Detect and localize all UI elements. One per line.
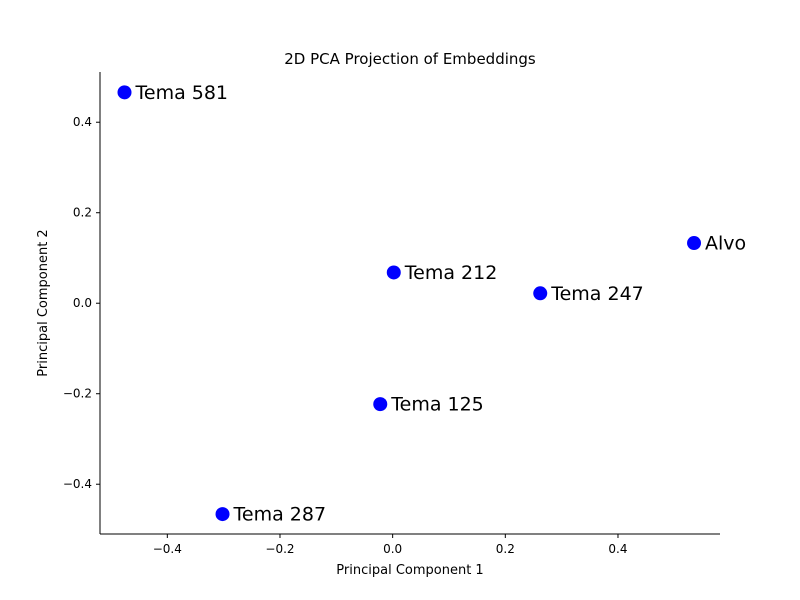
y-tick-label: −0.2 — [63, 387, 92, 401]
y-tick-label: −0.4 — [63, 477, 92, 491]
data-point-label: Tema 287 — [233, 504, 327, 526]
y-tick-label: 0.0 — [73, 296, 92, 310]
data-point-label: Tema 247 — [550, 283, 644, 305]
x-axis-ticks: −0.4 −0.2 0.0 0.2 0.4 — [153, 534, 628, 556]
x-tick-label: 0.4 — [608, 542, 627, 556]
y-tick-label: 0.4 — [73, 115, 92, 129]
y-axis-ticks: −0.4 −0.2 0.0 0.2 0.4 — [63, 115, 100, 491]
data-point-label: Alvo — [705, 233, 746, 255]
x-axis-label: Principal Component 1 — [336, 563, 483, 578]
data-point — [386, 265, 401, 280]
x-tick-label: −0.2 — [265, 542, 294, 556]
x-tick-label: 0.2 — [496, 542, 515, 556]
x-tick-label: −0.4 — [153, 542, 182, 556]
data-point — [117, 85, 132, 100]
chart-title: 2D PCA Projection of Embeddings — [284, 50, 536, 68]
plot-area: Tema 581 Alvo Tema 212 Tema 247 Tema 125 Tema… — [117, 82, 746, 526]
data-point — [687, 236, 702, 251]
data-point-label: Tema 581 — [135, 82, 229, 104]
y-axis-label: Principal Component 2 — [36, 229, 51, 376]
data-point — [215, 507, 230, 522]
data-point — [533, 286, 548, 301]
data-point-label: Tema 125 — [390, 394, 484, 416]
y-tick-label: 0.2 — [73, 206, 92, 220]
data-point-label: Tema 212 — [404, 262, 498, 284]
data-point — [373, 397, 388, 412]
x-tick-label: 0.0 — [383, 542, 402, 556]
